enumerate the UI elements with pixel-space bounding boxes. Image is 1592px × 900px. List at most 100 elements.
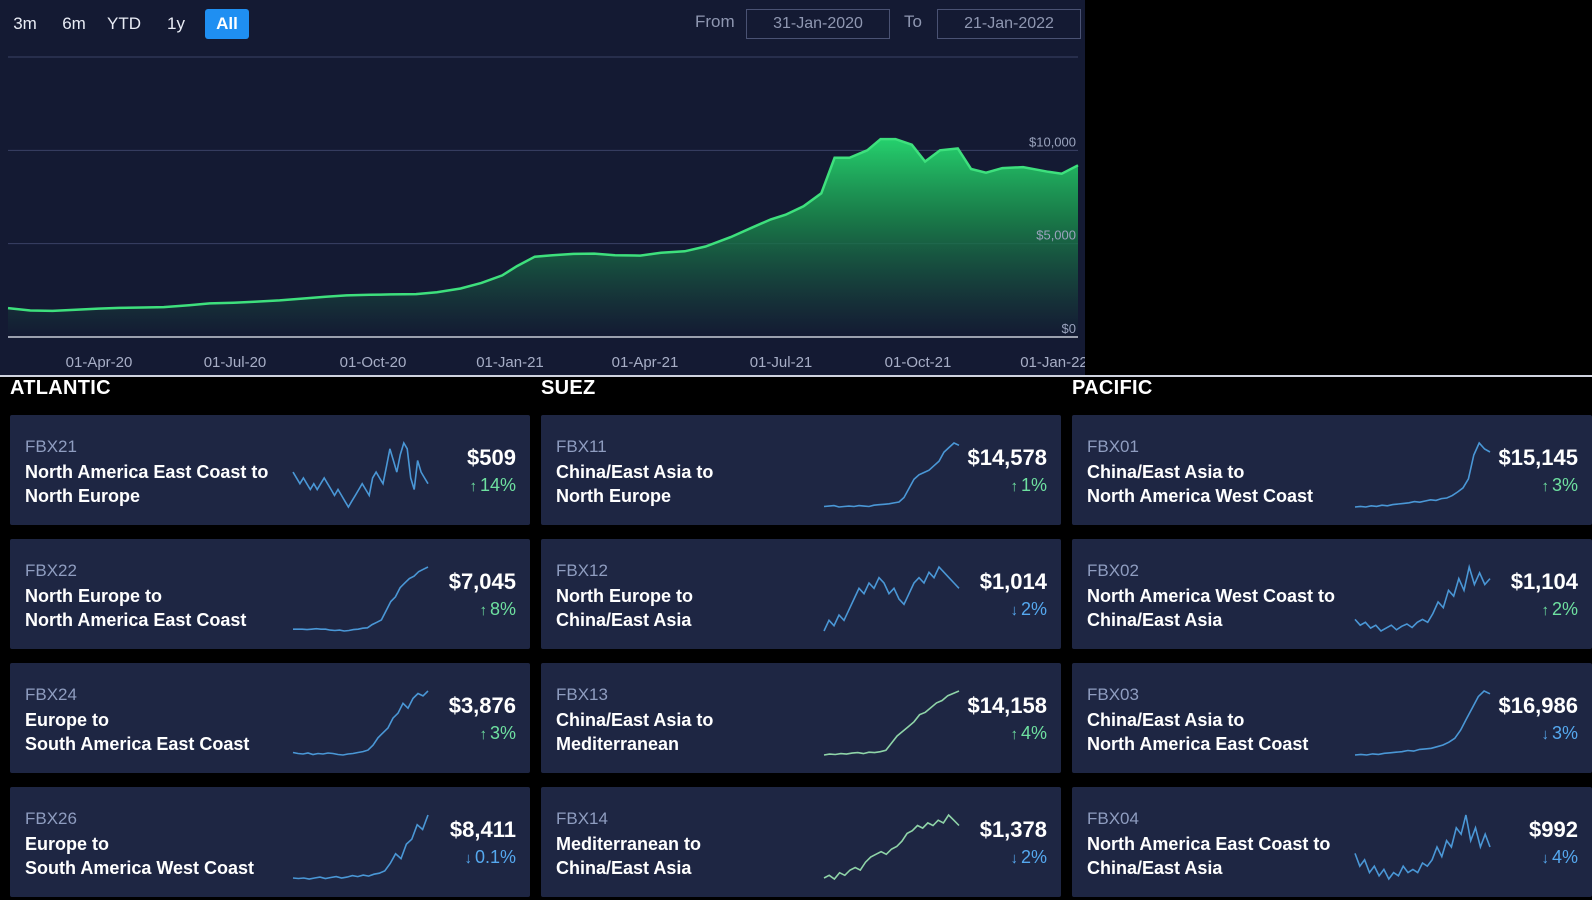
card-price: $992 — [1529, 817, 1578, 842]
sparkline-chart — [293, 566, 429, 632]
index-card-fbx03[interactable]: FBX03 China/East Asia to North America Eas… — [1072, 663, 1592, 773]
index-card-fbx13[interactable]: FBX13 China/East Asia to Mediterranean $14,… — [541, 663, 1061, 773]
x-tick-label: 01-Oct-20 — [340, 354, 407, 371]
route-line-1: China/East Asia to — [1087, 462, 1245, 482]
card-change: ↑ 2% — [1541, 599, 1578, 620]
index-card-fbx24[interactable]: FBX24 Europe to South America East Coast $3… — [10, 663, 530, 773]
change-value: 8% — [489, 599, 516, 619]
route-line-1: China/East Asia to — [1087, 710, 1245, 730]
from-label: From — [695, 12, 735, 31]
index-card-fbx04[interactable]: FBX04 North America East Coast to China/Ea… — [1072, 787, 1592, 897]
sparkline-path — [292, 690, 429, 756]
sparkline-path — [1354, 814, 1491, 881]
range-3m-button[interactable]: 3m — [13, 14, 37, 33]
sparkline-chart — [292, 814, 429, 880]
card-change: ↓ 4% — [1541, 847, 1578, 868]
card-change: ↑ 8% — [479, 599, 516, 620]
route-line-1: North Europe to — [556, 586, 693, 606]
route-line-2: China/East Asia — [556, 858, 692, 878]
card-price: $1,104 — [1510, 569, 1578, 594]
index-card-fbx14[interactable]: FBX14 Mediterranean to China/East Asia $1,3… — [541, 787, 1061, 897]
card-change: ↑ 4% — [1010, 723, 1047, 744]
range-all-button[interactable]: All — [205, 9, 249, 39]
index-card-fbx22[interactable]: FBX22 North Europe to North America East C… — [10, 539, 530, 649]
card-code: FBX01 — [1087, 437, 1139, 456]
sparkline-chart — [823, 442, 960, 508]
card-route: China/East Asia to North America East Coa… — [1087, 708, 1357, 756]
range-1y-button[interactable]: 1y — [167, 14, 185, 33]
sparkline-chart — [823, 565, 960, 632]
card-change: ↓ 2% — [1010, 599, 1047, 620]
card-code: FBX11 — [556, 437, 607, 456]
route-line-1: China/East Asia to — [556, 710, 714, 730]
sparkline-path — [293, 566, 429, 632]
route-line-1: North Europe to — [25, 586, 162, 606]
card-change: ↑ 14% — [469, 475, 516, 496]
y-tick-label: $0 — [1062, 321, 1076, 336]
card-change: ↑ 1% — [1010, 475, 1047, 496]
change-value: 0.1% — [474, 847, 516, 867]
group-title-suez: SUEZ — [541, 377, 596, 399]
route-line-2: North America West Coast — [1087, 486, 1314, 506]
area-fill — [8, 139, 1078, 337]
route-line-2: South America East Coast — [25, 734, 250, 754]
main-area-chart[interactable]: $0 $5,000 $10,000 01-Apr-20 01-Jul-20 01-Oct… — [0, 0, 1085, 375]
from-date-input[interactable] — [746, 9, 890, 39]
route-line-2: China/East Asia — [1087, 858, 1223, 878]
card-price: $1,014 — [979, 569, 1047, 594]
route-line-2: North America East Coast — [1087, 734, 1309, 754]
card-price: $7,045 — [448, 569, 516, 594]
card-route: Europe to South America West Coast — [25, 832, 295, 880]
sparkline-path — [1354, 564, 1491, 633]
index-card-fbx21[interactable]: FBX21 North America East Coast to North Eu… — [10, 415, 530, 525]
card-code: FBX22 — [25, 561, 77, 580]
group-title-atlantic: ATLANTIC — [10, 377, 111, 399]
change-value: 4% — [1551, 847, 1578, 867]
y-tick-label: $10,000 — [1029, 134, 1076, 149]
card-route: North America East Coast to North Europe — [25, 460, 295, 508]
change-value: 2% — [1020, 599, 1047, 619]
card-code: FBX03 — [1087, 685, 1139, 704]
card-price: $1,378 — [979, 817, 1047, 842]
card-price: $3,876 — [448, 693, 516, 718]
sparkline-path — [823, 442, 960, 508]
index-card-fbx11[interactable]: FBX11 China/East Asia to North Europe $14,5… — [541, 415, 1061, 525]
y-tick-label: $5,000 — [1036, 228, 1076, 243]
range-6m-button[interactable]: 6m — [62, 14, 86, 33]
sparkline-chart — [292, 690, 429, 756]
index-card-fbx26[interactable]: FBX26 Europe to South America West Coast $8… — [10, 787, 530, 897]
sparkline-path — [1354, 441, 1491, 508]
index-card-fbx01[interactable]: FBX01 China/East Asia to North America Wes… — [1072, 415, 1592, 525]
sparkline-chart — [1354, 564, 1491, 633]
x-tick-label: 01-Jan-22 — [1020, 354, 1085, 371]
arrow-down-icon: ↓ — [1541, 850, 1549, 867]
arrow-down-icon: ↓ — [1010, 602, 1018, 619]
arrow-up-icon: ↑ — [1010, 726, 1018, 743]
x-tick-label: 01-Apr-20 — [66, 354, 133, 371]
x-tick-label: 01-Jan-21 — [476, 354, 544, 371]
route-line-1: Europe to — [25, 834, 109, 854]
card-code: FBX02 — [1087, 561, 1139, 580]
range-ytd-button[interactable]: YTD — [107, 14, 141, 33]
sparkline-path — [823, 690, 960, 756]
section-divider — [0, 375, 1592, 377]
route-line-2: China/East Asia — [1087, 610, 1223, 630]
arrow-up-icon: ↑ — [469, 478, 477, 495]
route-line-2: North America East Coast — [25, 610, 247, 630]
card-change: ↓ 0.1% — [464, 847, 516, 868]
to-date-input[interactable] — [937, 9, 1081, 39]
index-card-fbx12[interactable]: FBX12 North Europe to China/East Asia $1,01… — [541, 539, 1061, 649]
to-label: To — [904, 12, 922, 31]
card-route: North America West Coast to China/East As… — [1087, 584, 1357, 632]
series-line — [7, 137, 1079, 313]
card-route: China/East Asia to North Europe — [556, 460, 826, 508]
card-price: $14,158 — [967, 693, 1047, 718]
x-tick-label: 01-Jul-20 — [204, 354, 267, 371]
card-code: FBX13 — [556, 685, 608, 704]
arrow-down-icon: ↓ — [1010, 850, 1018, 867]
index-card-fbx02[interactable]: FBX02 North America West Coast to China/Ea… — [1072, 539, 1592, 649]
route-line-2: North Europe — [25, 486, 140, 506]
card-route: North Europe to China/East Asia — [556, 584, 826, 632]
route-line-1: North America West Coast to — [1087, 586, 1336, 606]
route-line-2: North Europe — [556, 486, 671, 506]
